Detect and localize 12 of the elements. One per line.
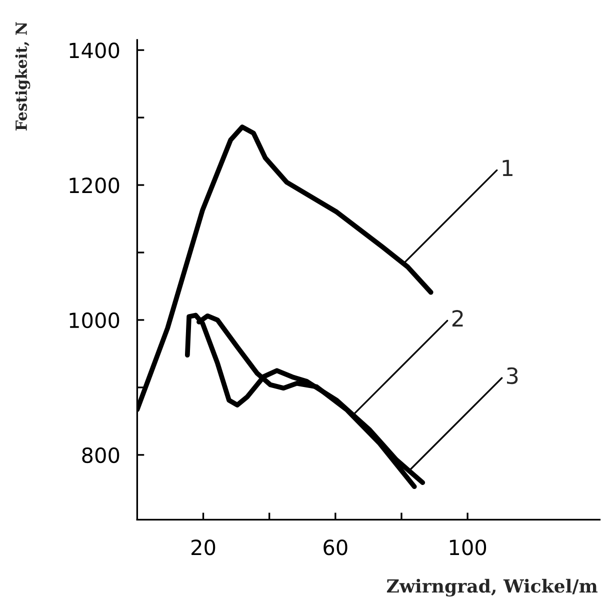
- y-tick-label: 1400: [70, 42, 120, 58]
- annotation: 1: [502, 160, 512, 176]
- y-tick-label: 1200: [70, 177, 120, 194]
- y-tick-label: 1000: [70, 312, 120, 328]
- y-tick-label: 800: [82, 447, 120, 464]
- x-axis-title: Zwirngrad, Wickel/m: [386, 578, 598, 597]
- x-tick-label: 60: [324, 539, 348, 556]
- annotation: 3: [507, 367, 518, 384]
- x-tick-label: 100: [450, 539, 486, 556]
- annotation: 2: [452, 310, 463, 326]
- x-tick-label: 20: [192, 539, 216, 556]
- y-axis-title: Festigkeit, N: [15, 22, 30, 130]
